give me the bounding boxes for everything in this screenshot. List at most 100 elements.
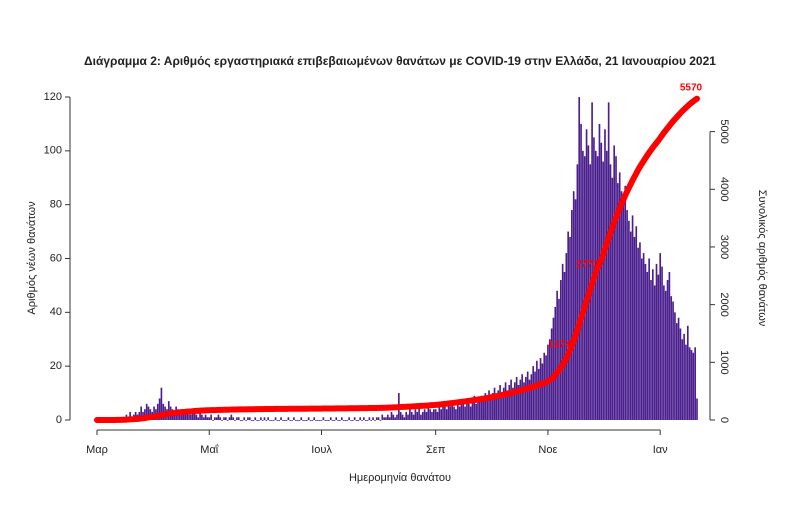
bar <box>188 414 190 420</box>
bar <box>464 406 466 420</box>
bar <box>664 290 667 420</box>
y2-tick-label: 1000 <box>718 350 730 374</box>
bar <box>178 411 181 420</box>
bar <box>504 382 507 420</box>
bar <box>364 420 367 421</box>
bar <box>611 177 614 420</box>
bar <box>484 393 487 420</box>
bar <box>455 409 457 420</box>
bar <box>631 215 634 420</box>
bar <box>677 317 680 420</box>
bar <box>134 411 137 420</box>
bar <box>353 417 356 420</box>
y-tick-label: 120 <box>44 91 62 103</box>
bar <box>652 269 654 420</box>
bar <box>591 102 593 420</box>
bar <box>355 420 358 421</box>
bar <box>287 417 290 420</box>
bar <box>212 420 214 421</box>
bar <box>696 398 698 420</box>
bar <box>447 403 450 420</box>
bar <box>525 376 527 420</box>
bar <box>436 411 439 420</box>
bar <box>392 414 395 420</box>
bar <box>221 420 223 421</box>
bar <box>558 298 560 420</box>
bar <box>396 414 398 420</box>
bar <box>545 355 547 420</box>
x-tick-label: Σεπ <box>426 444 446 456</box>
bar <box>328 420 330 421</box>
bar <box>363 417 365 420</box>
bar <box>265 420 268 421</box>
bar <box>530 374 533 420</box>
bar <box>342 420 345 421</box>
bar <box>285 420 288 421</box>
bar <box>283 420 286 421</box>
bar <box>475 403 477 420</box>
bar <box>234 420 236 421</box>
bar <box>692 352 695 420</box>
bar <box>668 271 671 420</box>
x-tick-label: Ιαν <box>653 444 668 456</box>
bar <box>578 97 581 420</box>
x-tick-label: Μαΐ <box>200 444 219 456</box>
bar <box>230 414 233 420</box>
bar <box>431 411 433 420</box>
bar <box>269 420 271 421</box>
bar <box>381 414 384 420</box>
bar <box>602 161 604 420</box>
bar <box>410 411 413 420</box>
bar <box>506 390 509 420</box>
annotation: 1374 <box>548 339 571 350</box>
x-tick-label: Νοε <box>538 444 557 456</box>
bar <box>451 401 454 420</box>
bar <box>515 376 518 420</box>
bar <box>311 420 314 421</box>
bar <box>561 263 564 420</box>
bar <box>248 417 251 420</box>
bar <box>156 403 159 420</box>
y-tick-label: 60 <box>50 252 62 264</box>
bar <box>213 417 216 420</box>
bar <box>499 385 501 420</box>
bar <box>582 150 584 421</box>
bar <box>245 420 247 421</box>
bar <box>280 417 282 420</box>
bar <box>674 312 676 420</box>
bar <box>228 417 231 420</box>
bar <box>685 344 687 420</box>
bar <box>478 401 481 420</box>
bar <box>445 409 448 420</box>
bar <box>243 417 246 420</box>
bar <box>252 420 255 421</box>
bar <box>160 387 163 420</box>
bar <box>537 368 540 420</box>
bar <box>274 417 277 420</box>
bar <box>432 409 435 420</box>
bar <box>193 409 196 420</box>
bar <box>226 420 229 421</box>
bar <box>508 385 511 420</box>
bar <box>462 403 465 420</box>
bar <box>556 290 558 420</box>
bar <box>633 236 636 420</box>
bar <box>293 417 295 420</box>
bar <box>254 417 257 420</box>
bar <box>497 390 500 420</box>
bar <box>197 417 200 420</box>
bar <box>418 406 420 420</box>
cumulative-line <box>94 95 700 423</box>
bar <box>653 285 656 420</box>
bar <box>318 420 321 421</box>
bar <box>190 414 192 420</box>
bar <box>366 420 369 421</box>
bar <box>646 271 649 420</box>
bar <box>309 420 312 421</box>
bar <box>512 387 514 420</box>
bar <box>637 247 639 420</box>
bar <box>335 417 338 420</box>
bar <box>571 210 573 420</box>
bar <box>635 226 638 420</box>
bar <box>460 401 463 420</box>
